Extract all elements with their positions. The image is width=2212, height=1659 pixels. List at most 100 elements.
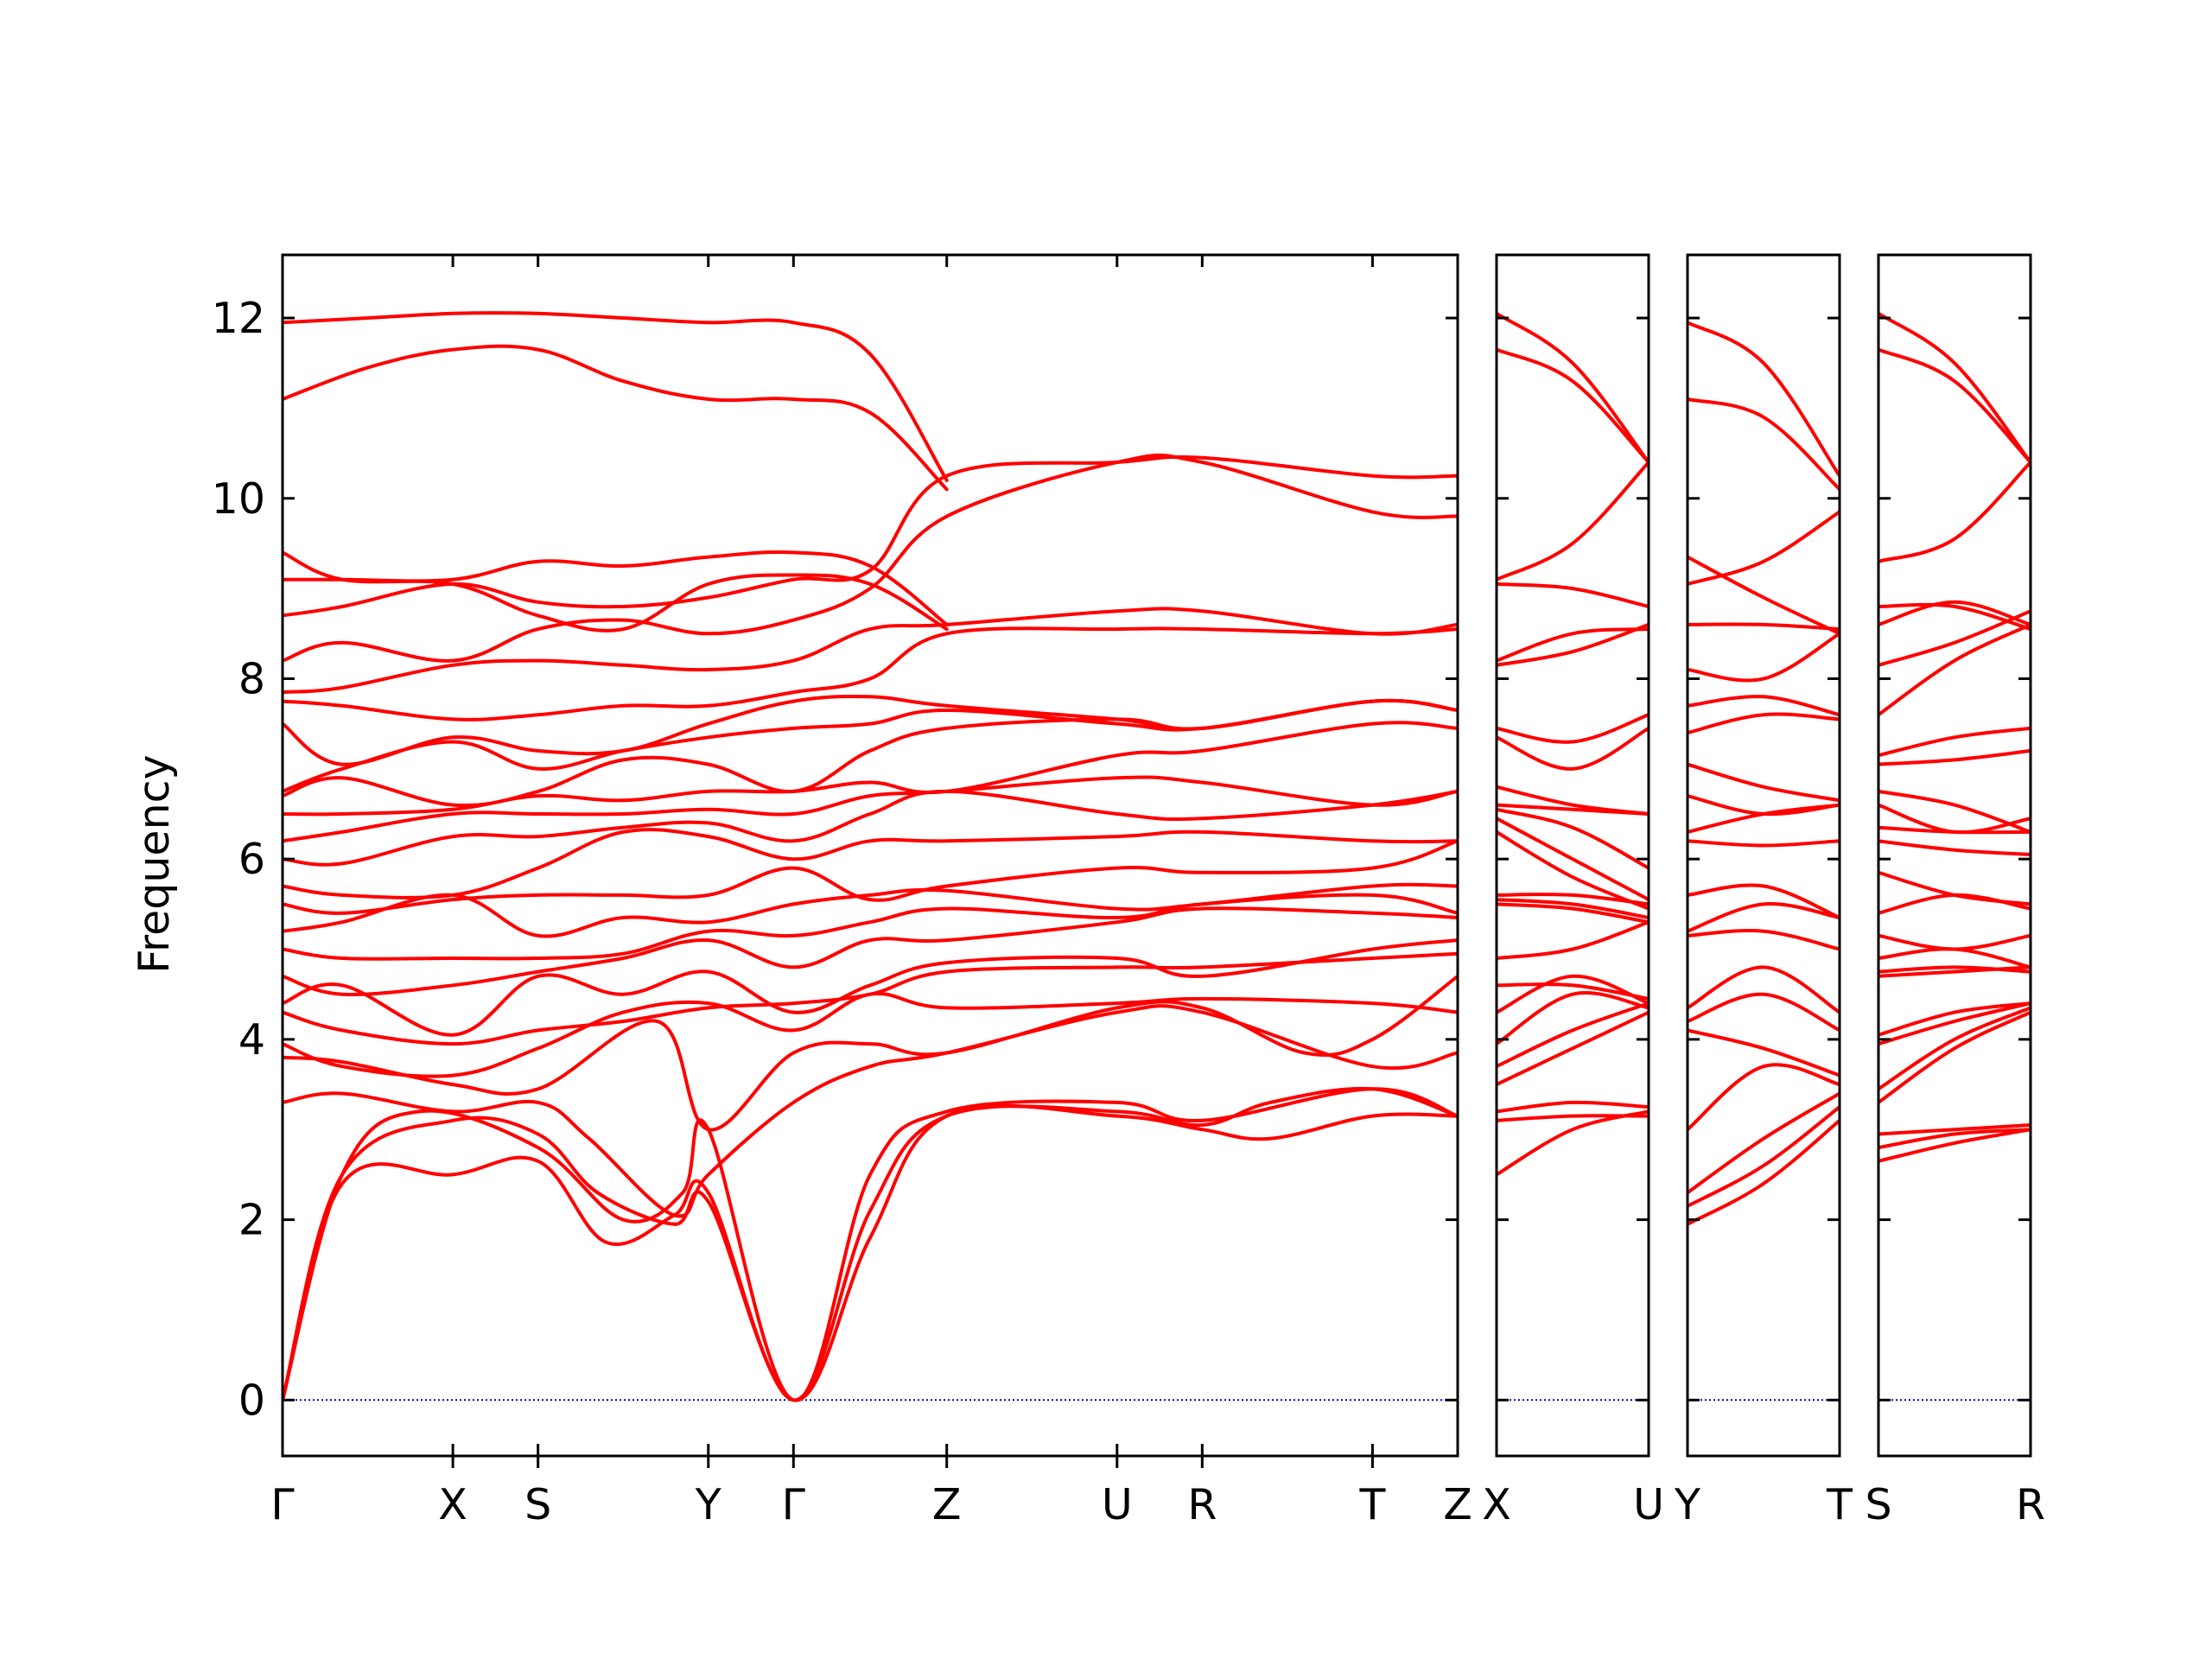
band-line: [1878, 1001, 2031, 1046]
band-line: [283, 1086, 1458, 1402]
y-axis-title: Frequency: [130, 754, 179, 973]
panel-frame: [1495, 253, 1650, 1458]
y-tick-label: 4: [238, 1015, 265, 1065]
band-line: [1878, 726, 2031, 758]
band-line: [1878, 1001, 2031, 1037]
plot-area: [1497, 311, 1649, 1402]
band-line: [1878, 600, 2031, 626]
band-line: [1497, 1109, 1649, 1177]
y-tick-label: 8: [238, 654, 265, 703]
x-tick-label: Z: [1443, 1480, 1472, 1529]
band-line: [1497, 582, 1649, 608]
band-line: [1688, 632, 1840, 683]
band-line: [1688, 1028, 1840, 1077]
panel-main: 0 2 4 6 8 10 12 Γ X S Y Γ Z U R T Z: [212, 253, 1472, 1529]
band-line: [1497, 807, 1649, 870]
band-line: [1878, 839, 2031, 856]
band-line: [1878, 622, 2031, 717]
band-line: [283, 839, 1458, 915]
band-line: [283, 344, 949, 492]
band-line: [1688, 992, 1840, 1033]
y-tick-label: 10: [212, 474, 265, 524]
band-line: [283, 828, 1458, 899]
band-line: [1688, 883, 1840, 919]
band-line: [283, 789, 1458, 867]
x-tick-label: Y: [1674, 1480, 1701, 1529]
band-line: [1688, 1063, 1840, 1132]
band-line: [1878, 893, 2031, 915]
y-tick-label: 0: [238, 1376, 265, 1425]
band-line: [1497, 627, 1649, 663]
band-line: [1688, 1105, 1840, 1208]
band-line: [1497, 982, 1649, 1001]
band-line: [1688, 1118, 1840, 1226]
band-line: [1497, 347, 1649, 464]
band-line: [283, 1004, 1458, 1218]
band-line: [1688, 510, 1840, 586]
band-line: [1878, 965, 2031, 974]
band-line: [1497, 1001, 1649, 1069]
band-line: [283, 1103, 1458, 1402]
x-tick-label: U: [1633, 1480, 1664, 1529]
band-line: [1688, 839, 1840, 848]
band-line: [1688, 762, 1840, 803]
panel-frame: [281, 253, 1459, 1458]
band-line: [283, 882, 1458, 938]
band-line: [1497, 461, 1649, 582]
band-line: [283, 721, 1458, 817]
band-line: [1878, 1010, 2031, 1104]
band-line: [1497, 1100, 1649, 1114]
band-line: [283, 694, 1458, 766]
band-line: [1878, 461, 2031, 563]
band-line: [1497, 991, 1649, 1046]
y-tick-label: 12: [212, 294, 265, 343]
band-line: [1878, 311, 2031, 464]
y-tick-label: 6: [238, 835, 265, 884]
band-line: [1878, 870, 2031, 906]
band-line: [1688, 555, 1840, 636]
band-line: [1878, 965, 2031, 978]
band-line: [1497, 1114, 1649, 1122]
x-tick-label: S: [1865, 1480, 1891, 1529]
x-tick-label: X: [438, 1480, 467, 1529]
band-line: [1878, 947, 2031, 969]
x-tick-label: Y: [695, 1480, 722, 1529]
band-line: [283, 974, 1458, 1132]
band-line: [1497, 898, 1649, 919]
x-tick-label: X: [1482, 1480, 1511, 1529]
band-line: [283, 454, 1458, 618]
x-tick-label: U: [1102, 1480, 1133, 1529]
x-tick-label: Z: [932, 1480, 962, 1529]
band-line: [1497, 902, 1649, 925]
band-line: [1878, 1128, 2031, 1163]
x-tick-label: R: [2016, 1480, 2045, 1529]
x-tick-label: Γ: [782, 1480, 806, 1529]
band-line: [283, 1087, 1458, 1402]
band-line: [1497, 311, 1649, 464]
band-line: [283, 938, 1458, 1037]
band-line: [1497, 785, 1649, 816]
band-line: [1497, 920, 1649, 960]
band-line: [1878, 609, 2031, 667]
panel-frame: [1877, 253, 2032, 1458]
band-line: [283, 775, 1458, 843]
band-line: [283, 607, 1458, 695]
band-line: [1688, 397, 1840, 492]
band-line: [283, 453, 1458, 663]
plot-area: [283, 311, 1458, 1402]
band-line: [1878, 1128, 2031, 1150]
band-line: [1878, 789, 2031, 834]
x-tick-label: Γ: [270, 1480, 295, 1529]
plot-area: [1878, 311, 2031, 1402]
band-line: [1688, 695, 1840, 717]
band-line: [1878, 602, 2031, 632]
band-line: [1497, 713, 1649, 744]
x-tick-label: S: [524, 1480, 551, 1529]
band-line: [1878, 1123, 2031, 1136]
band-line: [283, 951, 1458, 1046]
band-line: [1497, 1010, 1649, 1087]
plot-area: [1688, 321, 1840, 1402]
